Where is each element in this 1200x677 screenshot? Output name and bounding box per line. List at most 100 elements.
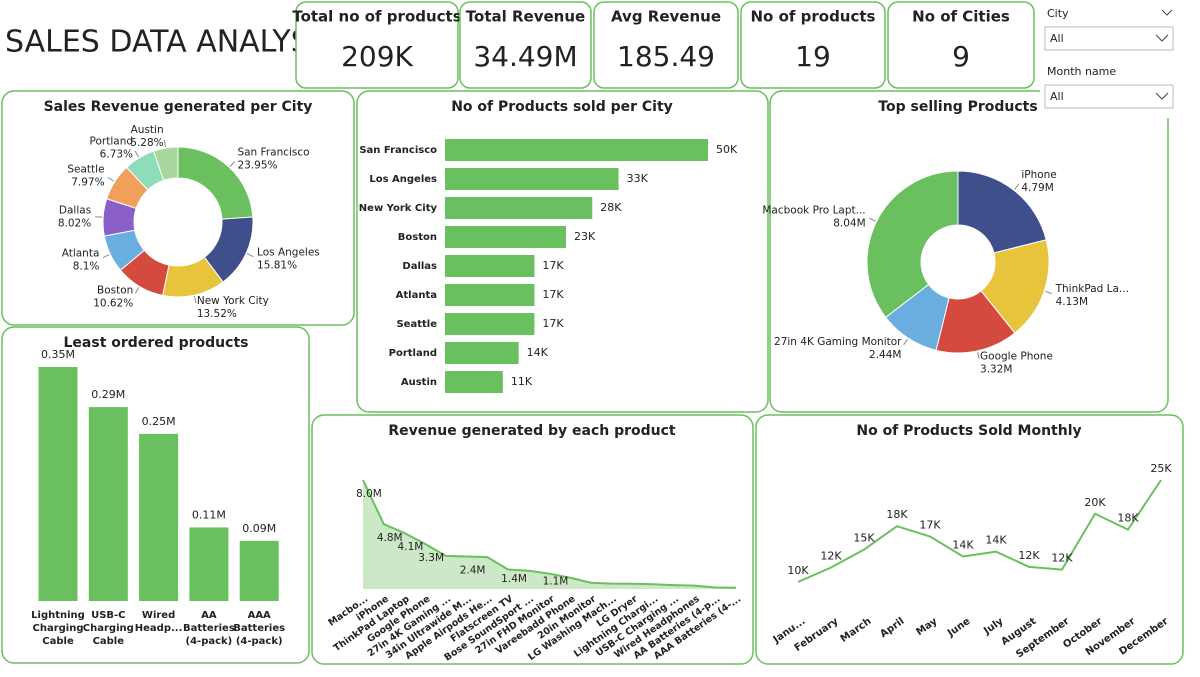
bar <box>445 139 708 161</box>
kpi-label: Avg Revenue <box>611 8 721 26</box>
value-label: 0.29M <box>91 388 125 401</box>
slice-category: Boston <box>97 285 133 297</box>
slicer-label: Month name <box>1047 65 1116 78</box>
bar <box>88 407 128 601</box>
slice-category: Dallas <box>59 204 91 216</box>
value-label: 0.11M <box>192 508 226 521</box>
slice-label: Google Phone 3.32M <box>980 351 1053 376</box>
value-label: 0.35M <box>41 348 75 361</box>
slice-value: 15.81% <box>257 259 297 271</box>
value-label: 17K <box>542 259 564 272</box>
leader-line <box>229 161 236 167</box>
x-label-box: AAA Batteries (4-pack) <box>233 610 285 647</box>
leader-line <box>134 150 140 158</box>
leader-line <box>977 351 980 359</box>
line <box>797 479 1162 583</box>
value-label: 25K <box>1150 462 1172 475</box>
panel <box>311 414 754 665</box>
value-label: 12K <box>1018 549 1040 562</box>
value-label: 14K <box>527 346 549 359</box>
kpi-card <box>740 1 886 89</box>
slice-value: 8.02% <box>58 217 91 229</box>
area <box>363 480 736 589</box>
slice-value: 8.04M <box>833 217 865 229</box>
value-label: 28K <box>600 201 622 214</box>
kpi-card <box>593 1 739 89</box>
slice-value: 10.62% <box>93 298 133 310</box>
kpi-card <box>887 1 1035 89</box>
chevron[interactable] <box>1155 92 1169 100</box>
slice-label: Seattle 7.97% <box>67 163 104 188</box>
slice-category: New York City <box>197 295 269 307</box>
slice-value: 7.97% <box>71 176 104 188</box>
line <box>362 479 737 589</box>
slice-label: Dallas 8.02% <box>58 204 91 229</box>
leader-line <box>246 253 254 258</box>
value-label: 12K <box>1051 552 1073 565</box>
category-label: Boston <box>398 232 437 243</box>
kpi-value: 9 <box>952 40 970 73</box>
value-label: 18K <box>886 508 908 521</box>
value-label: 14K <box>985 534 1007 547</box>
slicer-value[interactable]: All <box>1050 90 1064 103</box>
leader-line <box>903 338 908 346</box>
bar <box>445 371 503 393</box>
slice-category: Los Angeles <box>257 246 320 258</box>
leader-line <box>134 286 140 294</box>
x-label-box: Wired Headp... <box>135 610 183 634</box>
value-label: 0.25M <box>142 415 176 428</box>
value-label: 50K <box>716 143 738 156</box>
slice-label: Boston 10.62% <box>93 285 133 310</box>
bar <box>445 197 593 219</box>
category-label: USB-C Charging Cable <box>82 610 134 647</box>
value-label: 2.4M <box>460 564 486 576</box>
donut-slice <box>866 170 959 318</box>
bar <box>139 433 179 601</box>
value-label: 4.8M <box>377 532 403 544</box>
leader-line <box>193 296 197 304</box>
value-label: 1.4M <box>501 573 527 585</box>
value-label: 17K <box>542 317 564 330</box>
leader-line <box>163 140 166 148</box>
bar <box>38 367 78 601</box>
slice-value: 6.73% <box>100 149 133 161</box>
value-label: 8.0M <box>356 488 382 500</box>
bar <box>445 313 535 335</box>
value-label: 15K <box>853 532 875 545</box>
slice-value: 23.95% <box>237 159 277 171</box>
slice-category: ThinkPad La... <box>1055 283 1129 295</box>
slice-label: iPhone 4.79M <box>1021 169 1056 194</box>
value-label: 0.09M <box>242 522 276 535</box>
chart-title: Revenue generated by each product <box>388 423 676 439</box>
panel <box>1 90 355 326</box>
slicer-dropdown[interactable] <box>1044 26 1174 51</box>
panel <box>755 414 1184 665</box>
category-label: Austin <box>401 377 437 388</box>
slice-category: Google Phone <box>980 351 1053 363</box>
leader-line <box>869 217 876 222</box>
slice-label: Los Angeles 15.81% <box>257 246 320 271</box>
slice-label: ThinkPad La... 4.13M <box>1055 283 1129 308</box>
chevron[interactable] <box>1155 34 1169 42</box>
kpi-label: Total no of products <box>292 8 461 26</box>
value-label: 17K <box>919 519 941 532</box>
kpi-label: Total Revenue <box>466 8 585 26</box>
panel <box>769 90 1169 413</box>
category-label: Lightning Charging Cable <box>31 610 85 647</box>
category-label: Portland <box>389 348 437 359</box>
bar <box>445 226 566 248</box>
slice-label: Austin 5.28% <box>130 124 163 149</box>
kpi-value: 185.49 <box>617 40 715 73</box>
slice-category: Macbook Pro Lapt... <box>762 204 865 216</box>
chevron <box>1161 9 1173 16</box>
value-label: 11K <box>511 375 533 388</box>
chart-title: Top selling Products <box>878 99 1037 115</box>
value-label: 14K <box>952 539 974 552</box>
chart-title: No of Products sold per City <box>451 99 673 115</box>
slicer-label: City <box>1047 7 1069 20</box>
category-label: Seattle <box>396 319 437 330</box>
slice-category: San Francisco <box>237 146 309 158</box>
slicer-value[interactable]: All <box>1050 32 1064 45</box>
slicer-dropdown[interactable] <box>1044 84 1174 109</box>
